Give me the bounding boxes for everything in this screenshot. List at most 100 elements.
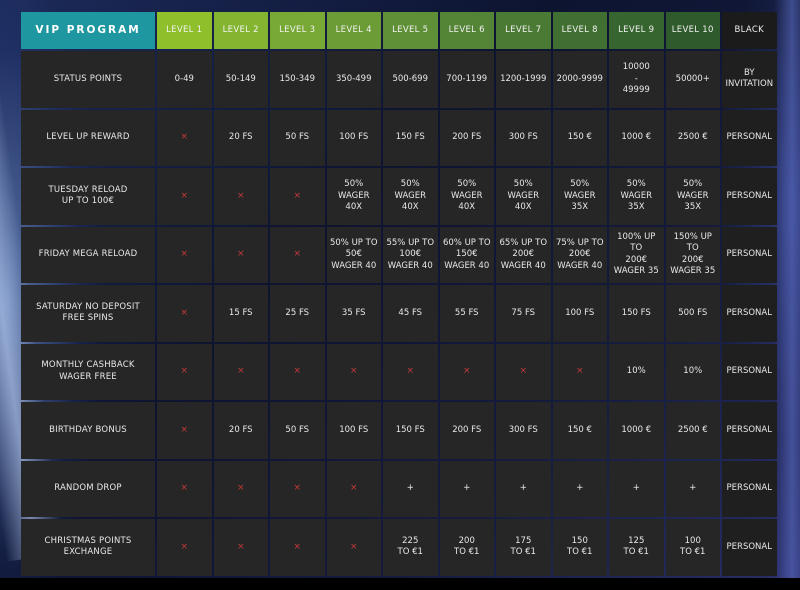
table-cell: 225 TO €1 [383,519,438,576]
table-row: RANDOM DROP × × × × + + + + + + PERSONAL [21,460,777,517]
table-row: STATUS POINTS 0-49 50-149 150-349 350-499 500… [21,51,777,108]
not-available-icon: × [213,460,268,517]
not-available-icon: × [213,343,268,400]
table-cell: 55 FS [439,285,494,342]
table-row: LEVEL UP REWARD × 20 FS 50 FS 100 FS 150 FS 20… [21,109,777,166]
table-cell: 50 FS [270,402,325,459]
not-available-icon: × [213,519,268,576]
table-cell: 150 € [552,109,607,166]
not-available-icon: × [270,519,325,576]
row-label: STATUS POINTS [21,51,155,108]
row-label: TUESDAY RELOAD UP TO 100€ [21,168,155,225]
table-row: FRIDAY MEGA RELOAD × × × 50% UP TO 50€ WAGER… [21,226,777,283]
table-cell: 50% WAGER 40X [383,168,438,225]
level-header-black: BLACK [722,12,777,49]
table-cell: 25 FS [270,285,325,342]
table-cell: 50% WAGER 35X [609,168,664,225]
background-light-streak-right [774,0,800,590]
table-cell: PERSONAL [722,402,777,459]
level-header-level-8: LEVEL 8 [552,12,607,49]
vip-program-table: VIP PROGRAM LEVEL 1 LEVEL 2 LEVEL 3 LEVEL 4… [19,10,779,578]
table-cell: PERSONAL [722,285,777,342]
level-header-level-6: LEVEL 6 [439,12,494,49]
table-row: SATURDAY NO DEPOSIT FREE SPINS × 15 FS 25 F… [21,285,777,342]
not-available-icon: × [326,343,381,400]
table-cell: 15 FS [213,285,268,342]
not-available-icon: × [157,402,212,459]
not-available-icon: × [552,343,607,400]
table-cell: 50% WAGER 35X [552,168,607,225]
table-cell: 500-699 [383,51,438,108]
not-available-icon: × [326,460,381,517]
table-cell: 50% WAGER 35X [665,168,720,225]
table-cell: + [609,460,664,517]
not-available-icon: × [213,168,268,225]
table-cell: 75 FS [496,285,551,342]
table-cell: + [439,460,494,517]
table-cell: PERSONAL [722,226,777,283]
table-cell: 1000 € [609,402,664,459]
not-available-icon: × [213,226,268,283]
footer-band [0,578,800,590]
not-available-icon: × [270,168,325,225]
row-label: FRIDAY MEGA RELOAD [21,226,155,283]
table-row: BIRTHDAY BONUS × 20 FS 50 FS 100 FS 150 FS 200… [21,402,777,459]
table-cell: + [665,460,720,517]
table-cell: 150 TO €1 [552,519,607,576]
table-cell: 60% UP TO 150€ WAGER 40 [439,226,494,283]
row-label: BIRTHDAY BONUS [21,402,155,459]
table-cell: 10000 - 49999 [609,51,664,108]
not-available-icon: × [270,343,325,400]
table-row: CHRISTMAS POINTS EXCHANGE × × × × 225 TO €1 20… [21,519,777,576]
row-label: RANDOM DROP [21,460,155,517]
table-cell: PERSONAL [722,343,777,400]
table-cell: + [383,460,438,517]
level-header-level-9: LEVEL 9 [609,12,664,49]
table-cell: 10% [609,343,664,400]
not-available-icon: × [157,109,212,166]
table-cell: 20 FS [213,402,268,459]
table-cell: 350-499 [326,51,381,108]
table-cell: 100 TO €1 [665,519,720,576]
table-cell: 2000-9999 [552,51,607,108]
table-cell: 100 FS [326,109,381,166]
table-cell: 0-49 [157,51,212,108]
table-cell: 200 FS [439,402,494,459]
table-cell: 150 FS [383,402,438,459]
table-cell: 100% UP TO 200€ WAGER 35 [609,226,664,283]
table-header-row: VIP PROGRAM LEVEL 1 LEVEL 2 LEVEL 3 LEVEL 4… [21,12,777,49]
not-available-icon: × [157,168,212,225]
not-available-icon: × [157,519,212,576]
table-cell: 10% [665,343,720,400]
row-label: CHRISTMAS POINTS EXCHANGE [21,519,155,576]
table-cell: PERSONAL [722,519,777,576]
table-cell: 150-349 [270,51,325,108]
table-cell: 50% UP TO 50€ WAGER 40 [326,226,381,283]
table-cell: + [496,460,551,517]
table-cell: 500 FS [665,285,720,342]
not-available-icon: × [383,343,438,400]
level-header-level-4: LEVEL 4 [326,12,381,49]
not-available-icon: × [157,343,212,400]
table-cell: 50 FS [270,109,325,166]
table-cell: 1000 € [609,109,664,166]
table-cell: 50% WAGER 40X [439,168,494,225]
table-row: MONTHLY CASHBACK WAGER FREE × × × × × × × × 10% 10… [21,343,777,400]
table-cell: 45 FS [383,285,438,342]
table-cell: 125 TO €1 [609,519,664,576]
not-available-icon: × [157,460,212,517]
row-label: LEVEL UP REWARD [21,109,155,166]
table-cell: 65% UP TO 200€ WAGER 40 [496,226,551,283]
level-header-level-3: LEVEL 3 [270,12,325,49]
table-cell: 50% WAGER 40X [496,168,551,225]
not-available-icon: × [157,285,212,342]
row-label: SATURDAY NO DEPOSIT FREE SPINS [21,285,155,342]
table-cell: 150 € [552,402,607,459]
not-available-icon: × [326,519,381,576]
not-available-icon: × [270,226,325,283]
table-cell: PERSONAL [722,109,777,166]
table-cell: PERSONAL [722,168,777,225]
not-available-icon: × [270,460,325,517]
table-cell: 50-149 [213,51,268,108]
level-header-level-10: LEVEL 10 [665,12,720,49]
